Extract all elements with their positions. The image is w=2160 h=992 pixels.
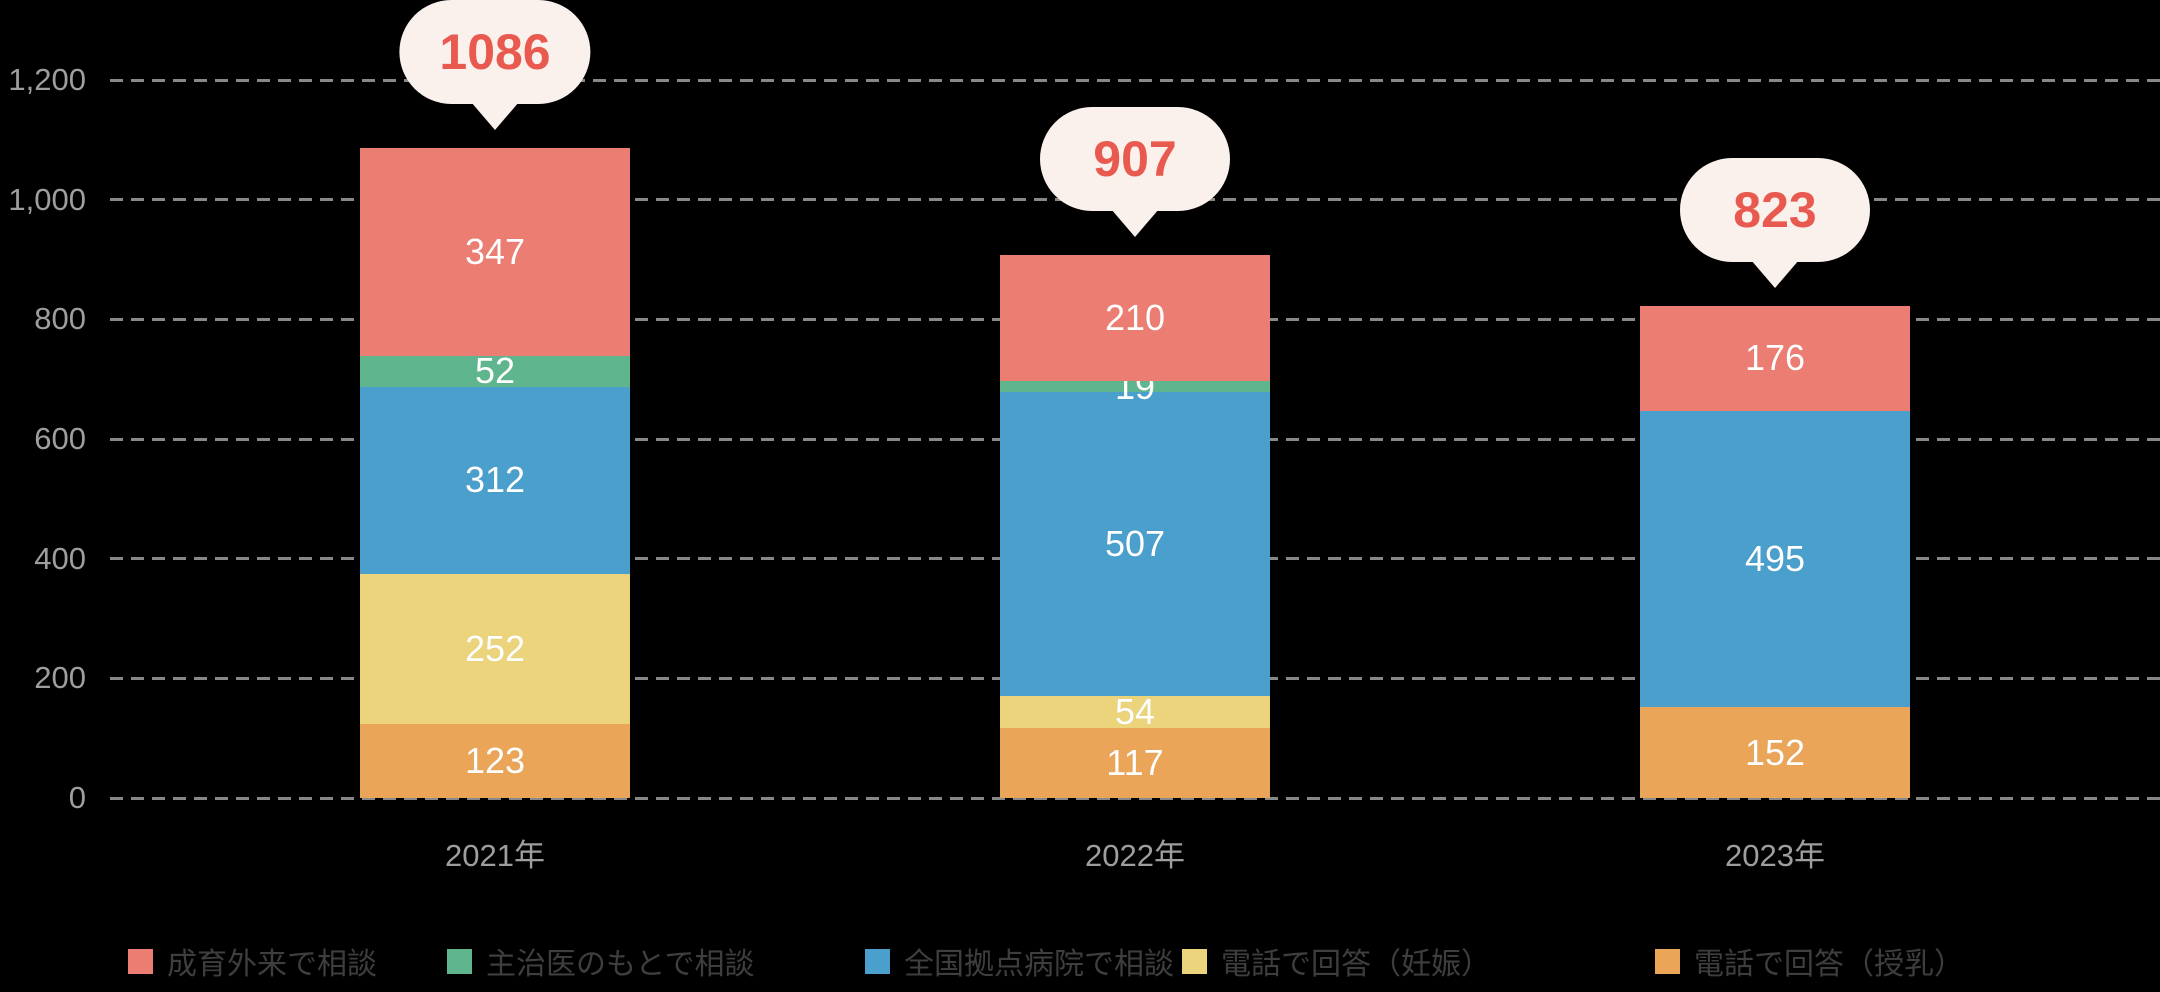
bar-segment: 123 [360, 724, 630, 798]
x-tick-label-2022年: 2022年 [1085, 838, 1185, 873]
bar-segment-label: 507 [1104, 523, 1166, 564]
bar-segment: 495 [1640, 410, 1910, 708]
bar-segment-label: 495 [1744, 537, 1806, 579]
y-tick-label-400: 400 [34, 540, 86, 576]
bar-segment: 152 [1640, 707, 1910, 798]
bar-segment-label: 312 [464, 459, 526, 501]
bar-segment-label: 210 [1104, 297, 1166, 339]
bar-segment: 117 [1000, 727, 1270, 798]
gridline-0 [110, 796, 2160, 800]
bar-segment: 347 [360, 148, 630, 356]
bar-segment-label: 152 [1744, 731, 1806, 773]
total-bubble: 823 [1680, 157, 1870, 262]
bar-segment-label: 52 [474, 350, 516, 392]
x-tick-label-2021年: 2021年 [445, 838, 545, 873]
total-bubble: 907 [1040, 107, 1230, 212]
bar-segment: 210 [1000, 255, 1270, 381]
bar-segment: 52 [360, 350, 630, 391]
y-tick-label-600: 600 [34, 421, 86, 456]
total-bubble-tail [471, 102, 519, 131]
bar-segment-label: 176 [1744, 337, 1806, 379]
bar-segment-label: 252 [464, 628, 526, 669]
bar-segment: 507 [1000, 392, 1270, 696]
bar-segment: 312 [360, 386, 630, 574]
bar-segment-label: 54 [1114, 690, 1156, 732]
y-tick-label-800: 800 [34, 301, 86, 337]
total-bubble: 1086 [399, 0, 591, 105]
y-tick-label-0: 0 [68, 780, 86, 815]
bar-segment: 252 [360, 573, 630, 725]
bar-segment-label: 117 [1106, 741, 1164, 783]
x-tick-label-2023年: 2023年 [1725, 838, 1825, 873]
y-tick-label-1000: 1,000 [8, 181, 86, 217]
y-tick-label-200: 200 [34, 660, 86, 696]
bar-segment-label: 347 [464, 231, 526, 272]
total-bubble-tail [1111, 209, 1159, 238]
bar-segment: 176 [1640, 305, 1910, 411]
total-bubble-tail [1751, 259, 1799, 288]
bar-segment: 19 [1000, 366, 1270, 407]
gridline-1200 [110, 78, 2160, 82]
y-tick-label-1200: 1,200 [8, 62, 86, 97]
bar-segment-label: 123 [464, 740, 526, 782]
bar-segment: 54 [1000, 691, 1270, 732]
